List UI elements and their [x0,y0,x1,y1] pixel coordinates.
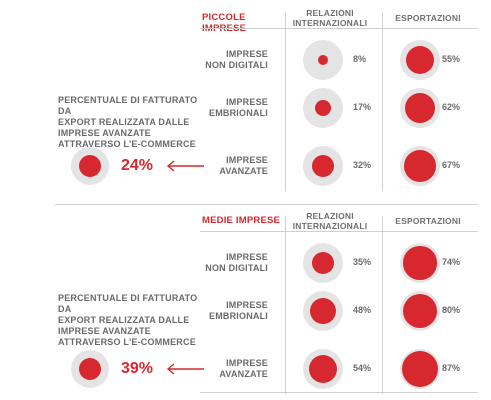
row-label-line: EMBRIONALI [209,311,268,321]
bubble-esportazioni [402,351,438,387]
panel-divider [55,204,478,205]
bubble-relazioni [308,354,338,384]
value-label-relazioni: 32% [353,160,372,170]
row-label-line: IMPRESE [226,300,268,310]
bubble-esportazioni [403,246,437,280]
header-rule [200,28,478,29]
row-label-line: IMPRESE [226,49,268,59]
column-header-esportazioni: ESPORTAZIONI [395,216,461,226]
value-label-relazioni: 54% [353,363,372,373]
value-label-esportazioni: 67% [442,160,461,170]
bottom-rule [200,392,478,393]
row-label: IMPRESE AVANZATE [168,358,268,380]
row-label-line: AVANZATE [219,166,268,176]
column-header-esportazioni: ESPORTAZIONI [395,13,461,23]
bubble-relazioni [317,54,329,66]
panel-title: MEDIE IMPRESE [202,215,281,226]
panel-title: PICCOLE IMPRESE [202,12,246,34]
bubble-esportazioni [404,92,436,124]
value-label-esportazioni: 74% [442,257,461,267]
side-bubble [79,358,101,380]
column-header-relazioni: RELAZIONI INTERNAZIONALI [280,8,380,28]
row-label-line: NON DIGITALI [205,60,268,70]
side-value: 24% [121,157,154,174]
row-label: IMPRESE AVANZATE [168,155,268,177]
row-label-line: IMPRESE [226,97,268,107]
column-divider-left [285,13,286,191]
value-label-esportazioni: 87% [442,363,461,373]
column-divider-right [382,216,383,394]
side-value: 39% [121,360,154,377]
side-note-line: IMPRESE AVANZATE ATTRAVERSO L'E-COMMERCE [58,128,196,149]
header-rule [200,231,478,232]
row-label-line: IMPRESE [226,155,268,165]
bubble-relazioni [309,297,337,325]
row-label-line: IMPRESE [226,358,268,368]
row-label-line: EMBRIONALI [209,108,268,118]
value-label-relazioni: 17% [353,102,372,112]
column-header-relazioni: RELAZIONI INTERNAZIONALI [280,211,380,231]
row-label: IMPRESE NON DIGITALI [168,252,268,274]
left-arrow-icon [166,363,204,375]
side-note: PERCENTUALE DI FATTURATO DA EXPORT REALIZ… [58,293,208,348]
side-bubble-background [71,350,109,388]
column-divider-right [382,13,383,191]
bubble-esportazioni [405,45,435,75]
left-arrow-icon [166,160,204,172]
row-label: IMPRESE EMBRIONALI [168,97,268,119]
bubble-relazioni [311,251,335,275]
bubble-relazioni [315,100,331,116]
value-label-esportazioni: 55% [442,54,461,64]
side-note: PERCENTUALE DI FATTURATO DA EXPORT REALIZ… [58,95,208,150]
row-label-line: IMPRESE [226,252,268,262]
column-header-relazioni-line: INTERNAZIONALI [292,18,368,28]
side-note-line: PERCENTUALE DI FATTURATO DA [58,95,198,116]
value-label-esportazioni: 62% [442,102,461,112]
row-label: IMPRESE EMBRIONALI [168,300,268,322]
column-divider-left [285,216,286,394]
row-label-line: NON DIGITALI [205,263,268,273]
value-label-relazioni: 8% [353,54,367,64]
side-note-line: PERCENTUALE DI FATTURATO DA [58,293,198,314]
side-note-line: EXPORT REALIZZATA DALLE [58,117,190,127]
bubble-relazioni [312,155,334,177]
row-label: IMPRESE NON DIGITALI [168,49,268,71]
bubble-esportazioni [404,150,436,182]
value-label-relazioni: 35% [353,257,372,267]
value-label-esportazioni: 80% [442,305,461,315]
column-header-relazioni-line: RELAZIONI [306,8,354,18]
bubble-esportazioni [402,293,438,329]
side-note-line: IMPRESE AVANZATE ATTRAVERSO L'E-COMMERCE [58,326,196,347]
side-bubble-background [71,147,109,185]
row-label-line: AVANZATE [219,369,268,379]
value-label-relazioni: 48% [353,305,372,315]
column-header-relazioni-line: INTERNAZIONALI [292,221,368,231]
column-header-relazioni-line: RELAZIONI [306,211,354,221]
side-bubble [79,155,101,177]
side-note-line: EXPORT REALIZZATA DALLE [58,315,190,325]
